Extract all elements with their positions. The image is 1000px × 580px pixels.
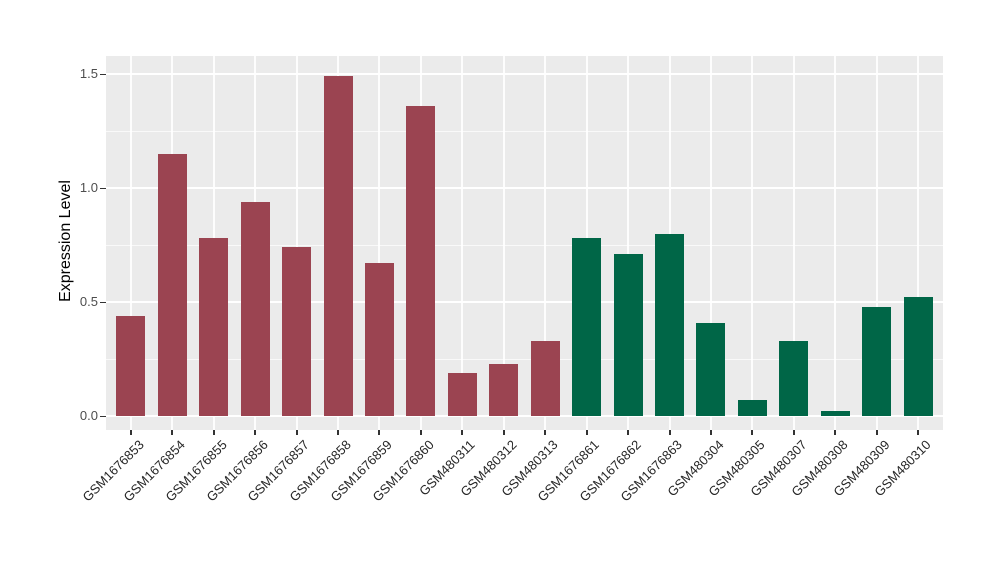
x-tick-mark-GSM1676863 [668,430,671,435]
bar-GSM480311 [447,372,477,416]
gridline-x-GSM1676857 [295,56,298,430]
x-tick-mark-GSM1676853 [129,430,132,435]
bar-GSM1676861 [572,238,602,416]
x-tick-mark-GSM480310 [917,430,920,435]
bar-GSM1676855 [199,238,229,416]
x-tick-mark-GSM480313 [544,430,547,435]
x-tick-mark-GSM480305 [751,430,754,435]
x-tick-mark-GSM480307 [792,430,795,435]
x-tick-mark-GSM480309 [875,430,878,435]
x-tick-mark-GSM1676856 [254,430,257,435]
x-tick-mark-GSM480312 [502,430,505,435]
gridline-x-GSM480313 [544,56,547,430]
plot-panel [106,56,943,430]
bar-GSM1676854 [157,153,187,416]
gridline-x-GSM1676859 [378,56,381,430]
y-tick-label-1.0: 1.0 [79,180,98,195]
bar-GSM480305 [737,400,767,416]
gridline-x-GSM480311 [461,56,464,430]
bar-GSM1676863 [655,233,685,416]
y-tick-mark-1.0 [100,188,106,189]
x-tick-mark-GSM1676855 [212,430,215,435]
y-tick-label-0.5: 0.5 [79,294,98,309]
x-tick-mark-GSM480304 [709,430,712,435]
gridline-major-y-0 [106,415,943,417]
bar-GSM480307 [779,340,809,416]
bar-GSM1676857 [282,247,312,416]
bar-GSM1676858 [323,76,353,416]
x-tick-mark-GSM1676861 [585,430,588,435]
y-tick-mark-0.0 [100,416,106,417]
bar-GSM1676859 [364,263,394,416]
gridline-x-GSM1676862 [627,56,630,430]
bar-GSM1676853 [116,315,146,416]
gridline-x-GSM480305 [751,56,754,430]
gridline-minor-y-0.75 [106,245,943,246]
bar-GSM480309 [862,306,892,416]
x-tick-mark-GSM1676860 [419,430,422,435]
bar-GSM480308 [820,411,850,416]
bar-GSM480313 [530,340,560,416]
y-tick-mark-0.5 [100,302,106,303]
x-tick-mark-GSM480308 [834,430,837,435]
bar-GSM480312 [489,363,519,416]
bar-GSM1676862 [613,254,643,416]
gridline-minor-y-0.25 [106,359,943,360]
y-tick-mark-1.5 [100,74,106,75]
gridline-minor-y-1.25 [106,131,943,132]
gridline-x-GSM480307 [792,56,795,430]
gridline-x-GSM480309 [875,56,878,430]
gridline-x-GSM1676853 [129,56,132,430]
gridline-major-y-1.5 [106,73,943,75]
gridline-x-GSM480310 [917,56,920,430]
y-tick-label-0.0: 0.0 [79,408,98,423]
x-tick-mark-GSM1676857 [295,430,298,435]
x-tick-mark-GSM1676858 [337,430,340,435]
gridline-x-GSM480308 [834,56,837,430]
gridline-x-GSM480304 [709,56,712,430]
gridline-x-GSM480312 [502,56,505,430]
x-tick-mark-GSM1676862 [627,430,630,435]
y-axis-title: Expression Level [57,180,74,302]
bar-GSM1676860 [406,105,436,416]
y-tick-label-1.5: 1.5 [79,66,98,81]
bar-GSM480304 [696,322,726,416]
x-tick-mark-GSM1676854 [171,430,174,435]
gridline-major-y-1 [106,187,943,189]
x-tick-mark-GSM480311 [461,430,464,435]
gridline-major-y-0.5 [106,301,943,303]
bar-GSM480310 [903,297,933,416]
x-tick-mark-GSM1676859 [378,430,381,435]
bar-GSM1676856 [240,201,270,416]
